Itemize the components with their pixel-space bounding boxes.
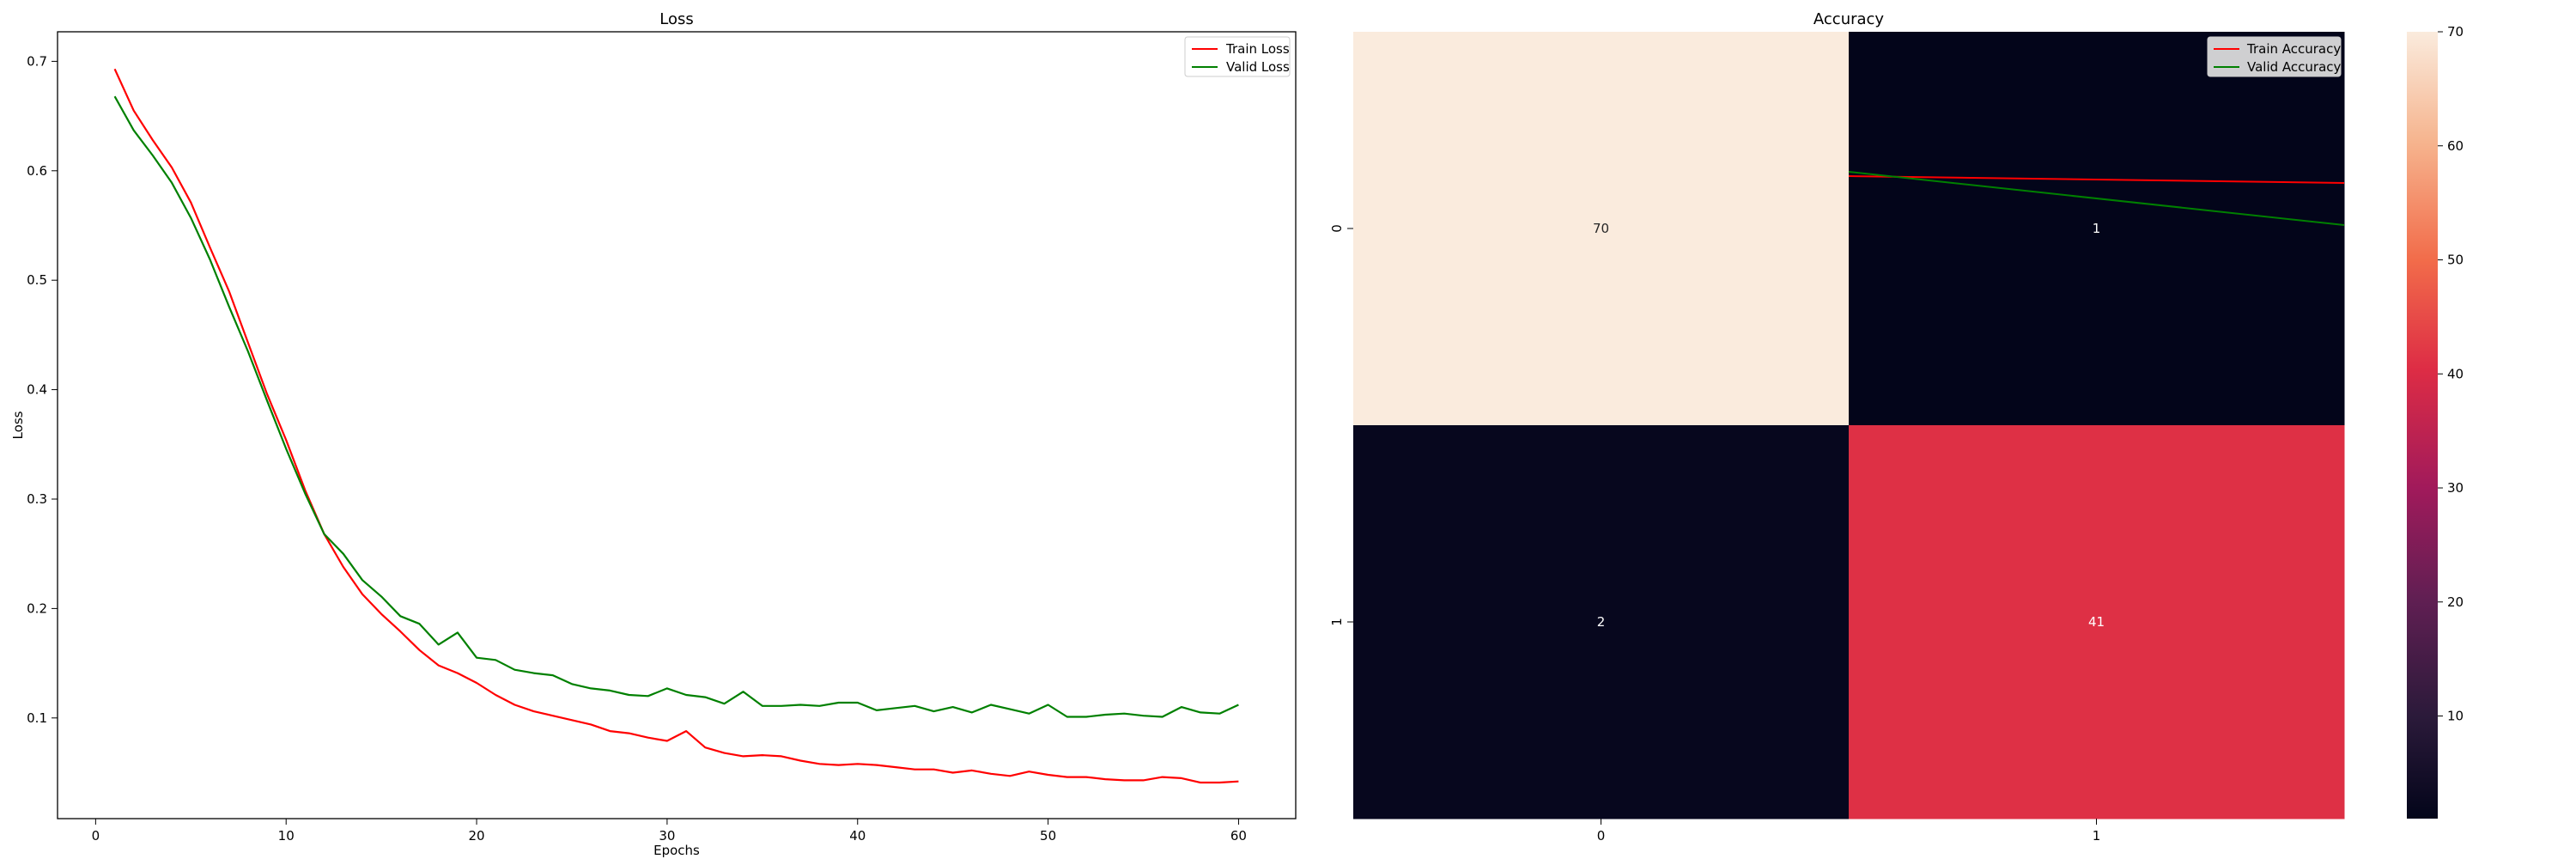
valid-accuracy-line <box>1848 171 2345 226</box>
loss-plot-area <box>57 31 1297 819</box>
y-tick-label: 0.1 <box>27 710 47 726</box>
train-accuracy-line <box>1848 175 2345 184</box>
x-tick-label: 30 <box>659 828 675 844</box>
legend-label-valid-loss: Valid Loss <box>1226 59 1290 75</box>
heatmap-cell <box>1353 425 1850 819</box>
loss-chart-title: Loss <box>659 10 693 28</box>
colorbar-tick-label: 70 <box>2447 24 2464 40</box>
heatmap-cells: 70 1 2 41 <box>1353 32 2345 819</box>
loss-series <box>113 68 1239 784</box>
accuracy-legend-box <box>2207 36 2342 77</box>
colorbar-axis: 10 20 30 40 50 60 70 <box>2438 24 2464 724</box>
y-tick-label: 0.6 <box>27 163 47 179</box>
accuracy-chart-title: Accuracy <box>1814 10 1885 28</box>
loss-legend: Train Loss Valid Loss <box>1184 36 1291 77</box>
heatmap-cell-value: 70 <box>1593 221 1609 236</box>
x-tick-label: 20 <box>469 828 485 844</box>
heatmap-cell <box>1353 32 1850 426</box>
heatmap-x-tick-label: 1 <box>2093 828 2101 844</box>
legend-label-valid-accuracy: Valid Accuracy <box>2247 59 2342 75</box>
x-tick-label: 60 <box>1230 828 1247 844</box>
legend-label-train-accuracy: Train Accuracy <box>2246 41 2341 57</box>
colorbar-tick-label: 10 <box>2447 709 2464 724</box>
colorbar-tick-label: 40 <box>2447 366 2464 381</box>
colorbar-tick-label: 60 <box>2447 138 2464 154</box>
accuracy-overlay-lines <box>1848 171 2345 226</box>
heatmap-cell-value: 2 <box>1597 614 1606 630</box>
heatmap-cell <box>1849 32 2345 426</box>
heatmap-y-tick-label: 1 <box>1329 618 1345 626</box>
loss-chart: 0 10 20 30 40 50 60 0.1 0.2 0.3 0.4 0.5 0.6 0.7 Loss… <box>10 10 1297 858</box>
y-tick-label: 0.2 <box>27 600 47 616</box>
heatmap-x-tick-label: 0 <box>1597 828 1606 844</box>
colorbar-tick-label: 20 <box>2447 594 2464 610</box>
x-tick-label: 10 <box>278 828 295 844</box>
x-tick-label: 50 <box>1040 828 1056 844</box>
y-tick-label: 0.7 <box>27 53 47 69</box>
loss-y-axis: 0.1 0.2 0.3 0.4 0.5 0.6 0.7 <box>27 53 58 726</box>
loss-y-axis-label: Loss <box>10 411 26 439</box>
heatmap-y-axis: 01 <box>1329 224 1353 626</box>
y-tick-label: 0.3 <box>27 491 47 507</box>
legend-label-train-loss: Train Loss <box>1225 41 1290 57</box>
y-tick-label: 0.4 <box>27 382 47 398</box>
loss-x-axis: 0 10 20 30 40 50 60 <box>92 819 1247 844</box>
heatmap-cell-value: 1 <box>2093 221 2101 236</box>
heatmap-cell-value: 41 <box>2088 614 2105 630</box>
x-tick-label: 0 <box>92 828 100 844</box>
x-tick-label: 40 <box>849 828 866 844</box>
accuracy-legend: Train Accuracy Valid Accuracy <box>2207 36 2342 77</box>
y-tick-label: 0.5 <box>27 272 47 288</box>
valid-loss-line <box>113 95 1239 718</box>
train-loss-line <box>113 68 1239 784</box>
colorbar-tick-label: 30 <box>2447 480 2464 496</box>
heatmap-y-tick-label: 0 <box>1329 224 1345 233</box>
loss-x-axis-label: Epochs <box>653 843 700 858</box>
heatmap-cell <box>1849 425 2345 819</box>
colorbar <box>2407 32 2438 819</box>
colorbar-tick-label: 50 <box>2447 253 2464 268</box>
